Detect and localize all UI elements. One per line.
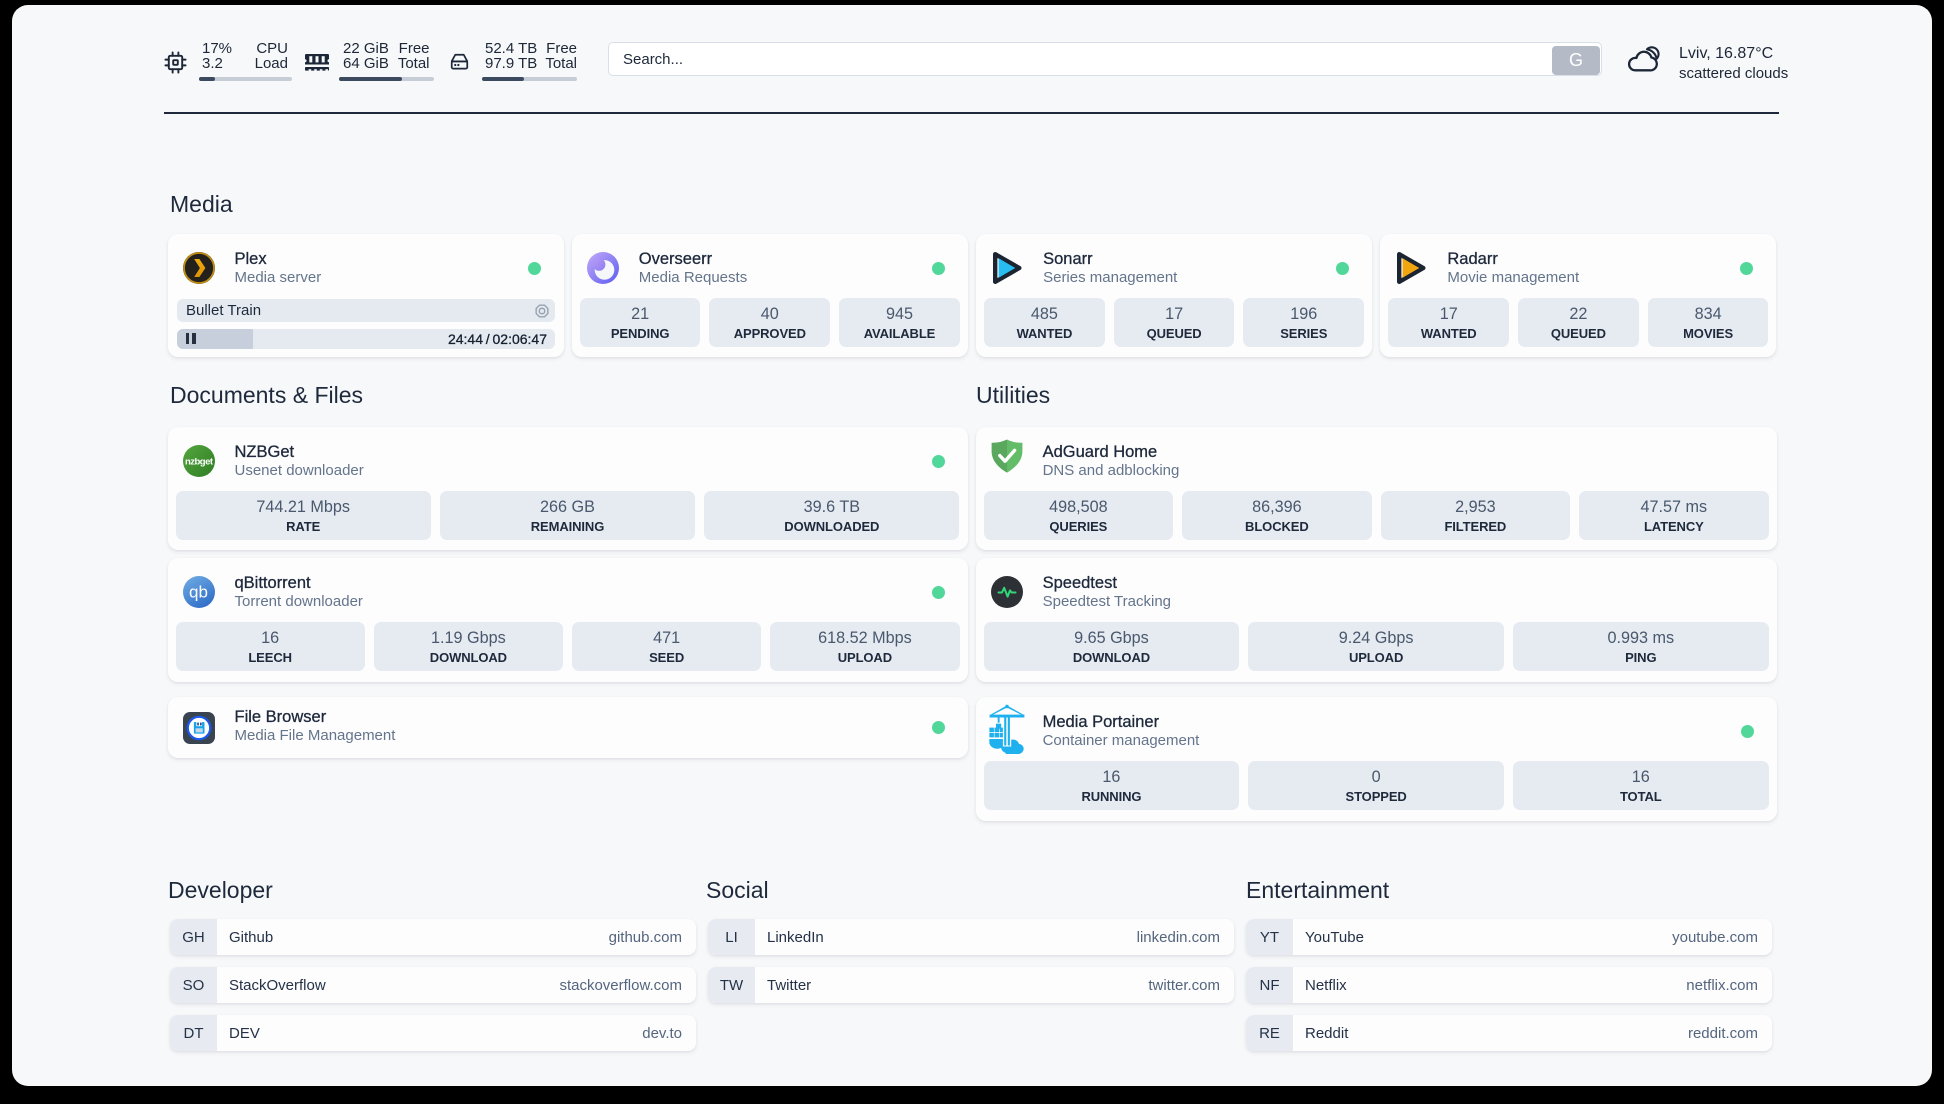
svg-text:nzbget: nzbget xyxy=(185,456,214,467)
svg-text:qb: qb xyxy=(189,583,208,602)
